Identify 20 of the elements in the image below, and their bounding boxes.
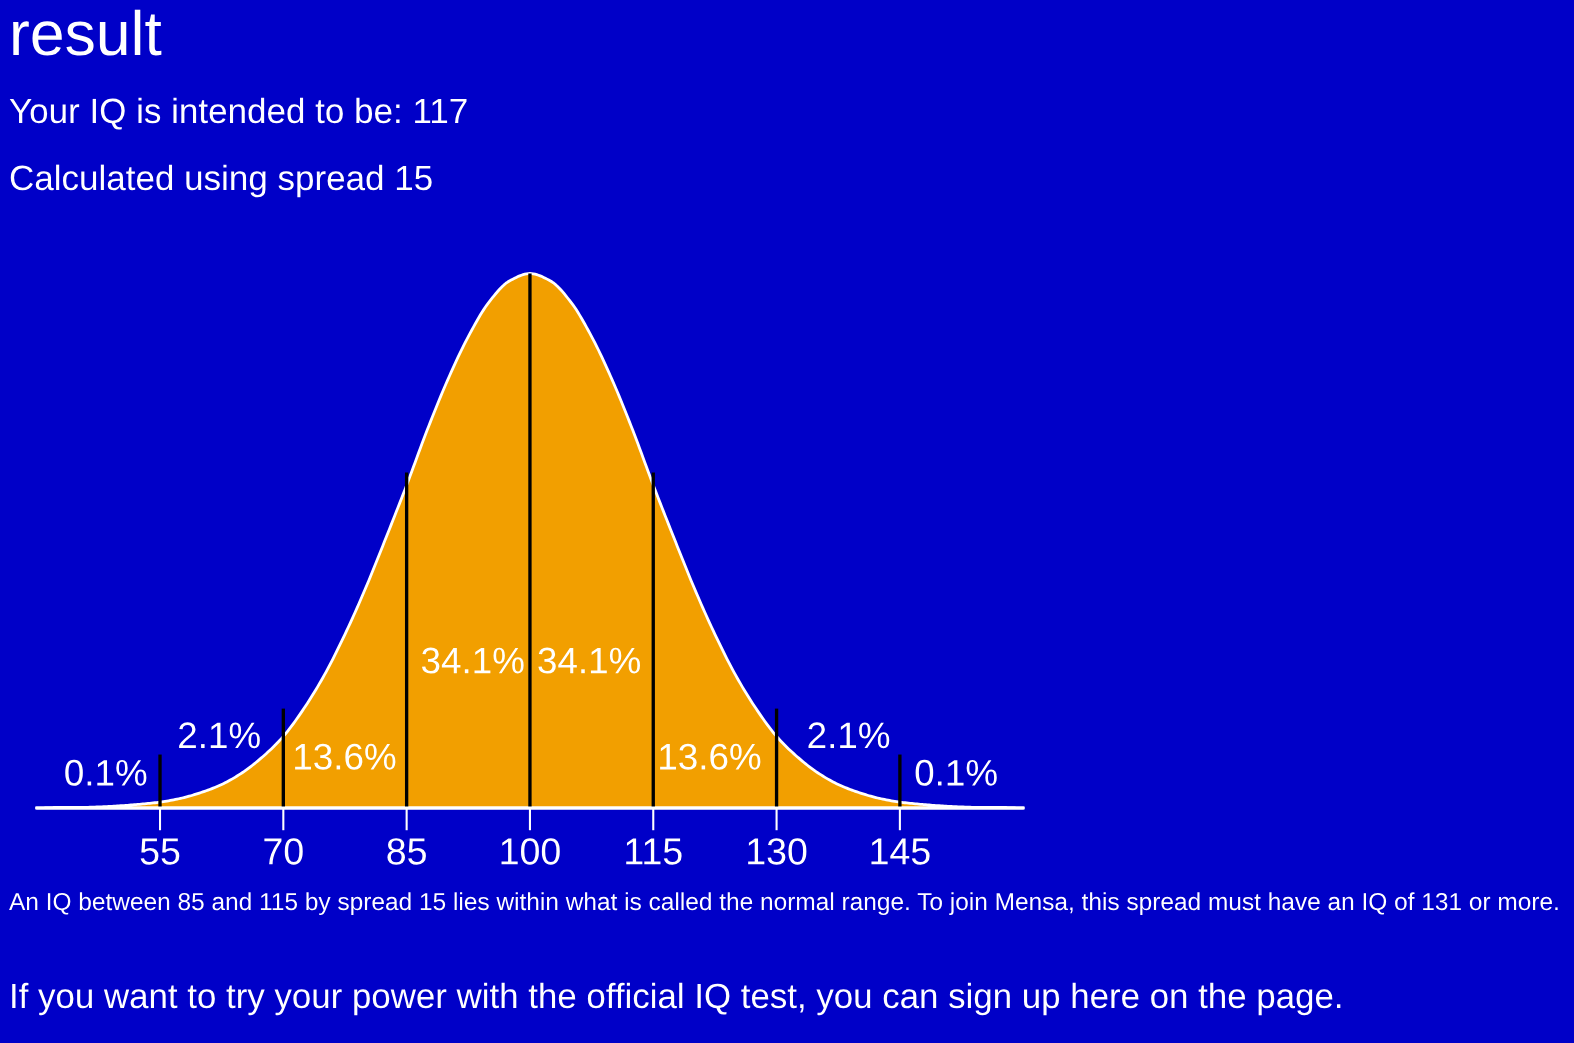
chart-subtitle: Your IQ is intended to be: 117 bbox=[9, 97, 467, 130]
annotation: 2.1% bbox=[808, 722, 890, 749]
x-tick-label: 100 bbox=[501, 838, 560, 865]
text: An IQ between 85 and 115 by spread 15 lies within what is called the normal range. To join Mensa, this spread must have an IQ of 131 or more. bbox=[9, 892, 1558, 916]
text: If you want to try your power with the official IQ test, you can sign up here on the page. bbox=[12, 982, 1341, 1016]
x-tick-label: 145 bbox=[871, 838, 930, 865]
annotation: 0.1% bbox=[65, 759, 147, 786]
annotation: 0.1% bbox=[915, 759, 997, 786]
annotation: 13.6% bbox=[295, 743, 396, 770]
x-tick-label: 70 bbox=[264, 838, 303, 865]
x-tick-label: 115 bbox=[626, 838, 682, 865]
text: Calculated using spread 15 bbox=[10, 164, 432, 198]
x-tick-label: 130 bbox=[748, 838, 807, 865]
x-tick-label: 55 bbox=[140, 838, 180, 865]
annotation: 13.6% bbox=[660, 743, 761, 770]
chart-title: result bbox=[13, 9, 162, 56]
annotation: 34.1% bbox=[538, 647, 641, 674]
x-tick-label: 85 bbox=[387, 838, 426, 865]
annotation: 34.1% bbox=[421, 647, 524, 674]
annotation: 2.1% bbox=[179, 722, 260, 749]
